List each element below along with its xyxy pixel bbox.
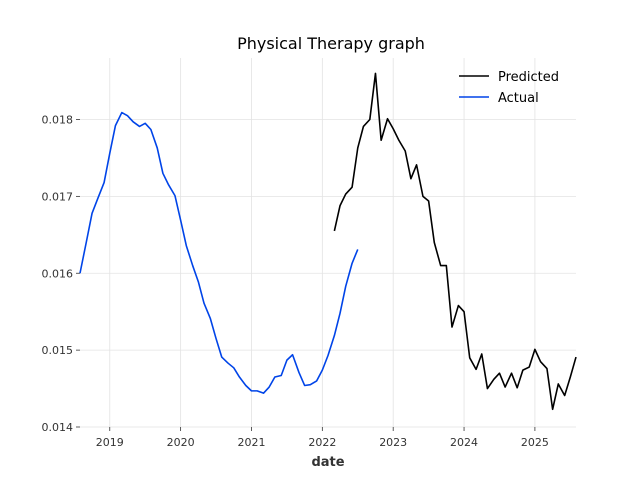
legend: Predicted Actual [459, 70, 559, 106]
y-axis-ticks: 0.014 0.015 0.016 0.017 0.018 [42, 114, 80, 434]
x-axis-title: date [311, 455, 344, 470]
legend-label-actual: Actual [498, 91, 539, 106]
x-tick-label: 2024 [450, 436, 478, 449]
x-tick-label: 2023 [379, 436, 407, 449]
y-tick-label: 0.018 [42, 114, 74, 127]
y-tick-label: 0.015 [42, 344, 74, 357]
chart-title: Physical Therapy graph [237, 34, 425, 53]
y-tick-label: 0.016 [42, 267, 74, 280]
legend-label-predicted: Predicted [498, 70, 559, 85]
grid-lines [80, 58, 576, 428]
x-tick-label: 2025 [521, 436, 549, 449]
x-tick-label: 2020 [167, 436, 195, 449]
x-tick-label: 2022 [308, 436, 336, 449]
series-lines [79, 72, 577, 411]
series-line-predicted [333, 72, 577, 411]
x-tick-label: 2021 [237, 436, 265, 449]
x-axis-ticks: 2019 2020 2021 2022 2023 2024 2025 [96, 427, 549, 449]
series-line-actual [79, 111, 359, 394]
y-tick-label: 0.014 [42, 421, 74, 434]
y-tick-label: 0.017 [42, 190, 74, 203]
x-tick-label: 2019 [96, 436, 124, 449]
